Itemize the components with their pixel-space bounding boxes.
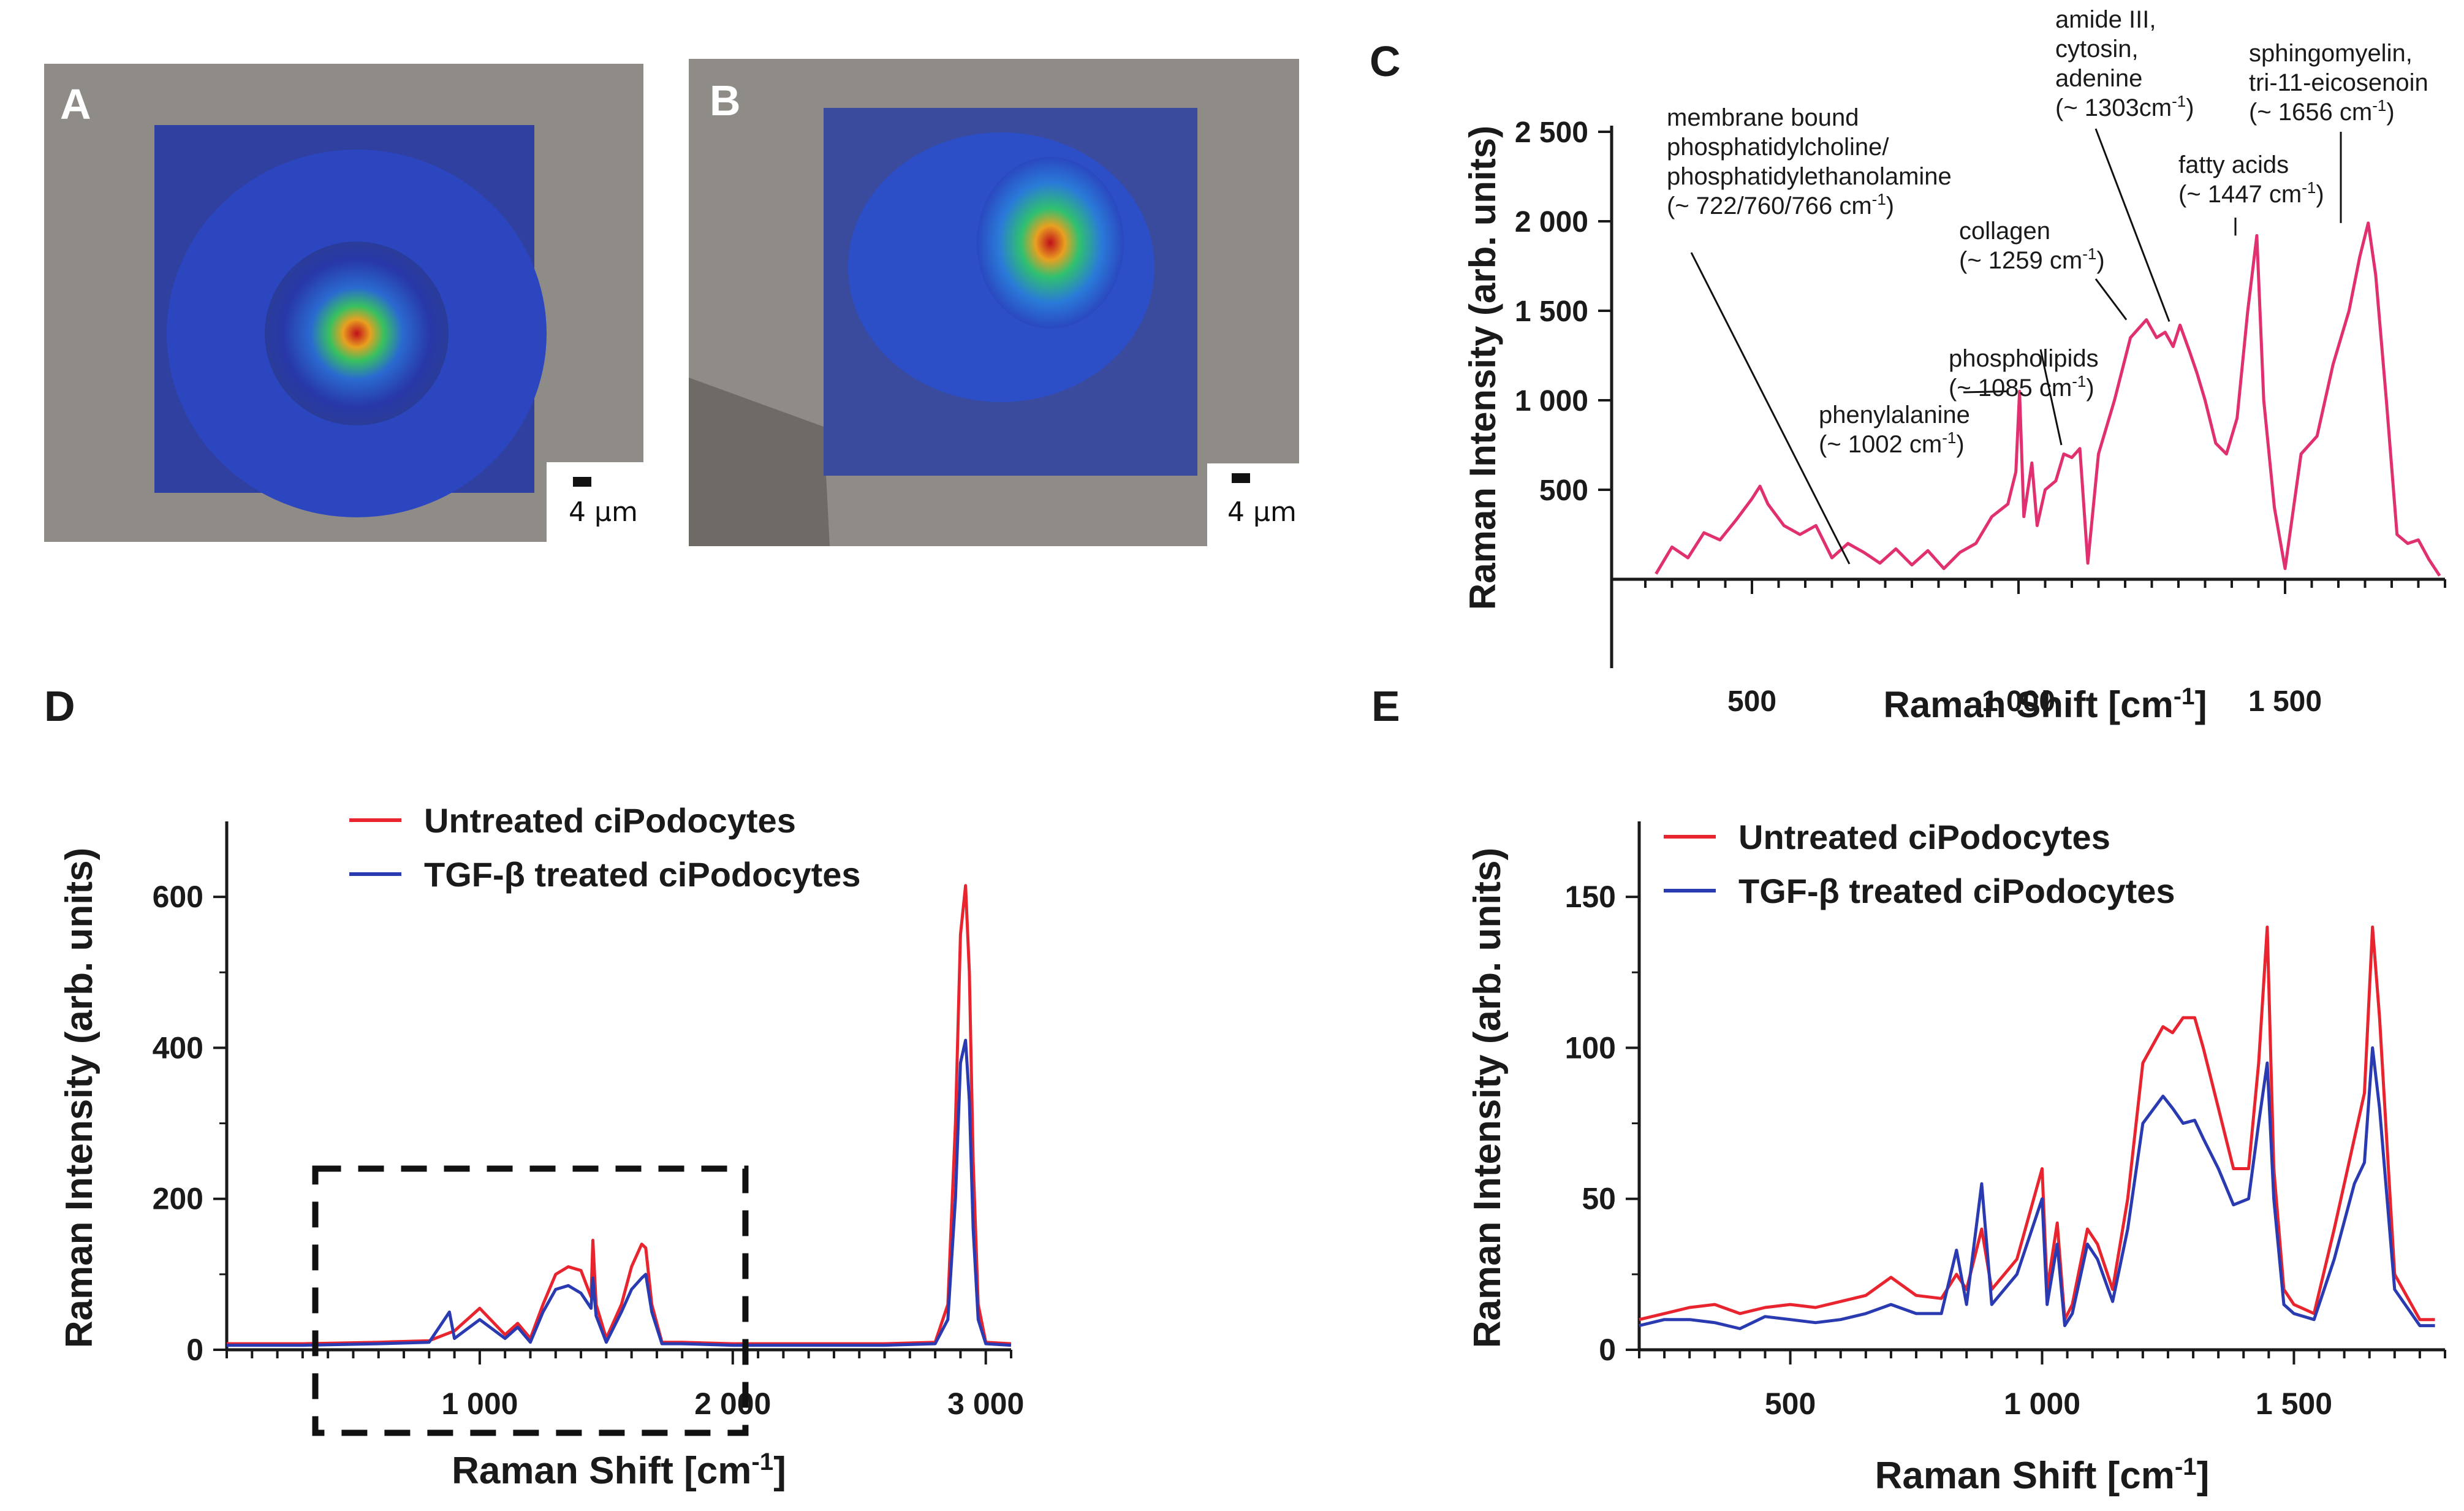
- x-axis-label: Raman Shift [cm-1]: [1875, 1453, 2210, 1498]
- annotation-label: phospholipids: [1949, 345, 2099, 372]
- x-tick-label: 1 500: [2256, 1387, 2332, 1421]
- x-tick-label: 500: [1765, 1387, 1816, 1421]
- y-axis-label: Raman Intensity (arb. units): [1466, 848, 1509, 1348]
- series-line-spectrum: [1655, 221, 2441, 577]
- heatmap-a: [44, 64, 643, 542]
- heatmap-b: [689, 59, 1299, 546]
- x-axis-label: Raman Shift [cm-1]: [452, 1448, 786, 1493]
- x-tick-label: 2 000: [694, 1387, 771, 1421]
- annotation-label: (~ 1656 cm-1): [2249, 96, 2395, 126]
- y-axis-label: Raman Intensity (arb. units): [58, 848, 100, 1348]
- y-tick-label: 0: [1599, 1333, 1616, 1367]
- annotation-label: (~ 722/760/766 cm-1): [1667, 190, 1894, 219]
- y-axis-label: Raman Intensity (arb. units): [1462, 126, 1503, 610]
- annotation-label: collagen: [1959, 218, 2050, 245]
- y-tick-label: 150: [1565, 880, 1616, 914]
- annotation-label: membrane bound: [1667, 104, 1859, 131]
- scalebar-a: [573, 477, 591, 487]
- annotation-label: fatty acids: [2178, 151, 2289, 178]
- y-tick-label: 2 000: [1515, 206, 1588, 238]
- annotation-label: sphingomyelin,: [2249, 40, 2413, 67]
- annotation-leader: [1690, 252, 1851, 565]
- annotation-leader: [2094, 278, 2128, 321]
- y-tick-label: 400: [153, 1030, 203, 1065]
- series-line-untreated-cipodocytes: [227, 884, 1012, 1345]
- x-tick-label: 1 000: [441, 1387, 518, 1421]
- series-line-tgf-treated-cipodocytes: [227, 1038, 1012, 1347]
- y-tick-label: 2 500: [1515, 116, 1588, 149]
- annotation-label: (~ 1002 cm-1): [1819, 428, 1965, 458]
- y-tick-label: 500: [1539, 474, 1588, 507]
- annotation-leader: [1963, 390, 2009, 394]
- annotation-label: (~ 1447 cm-1): [2178, 178, 2324, 208]
- annotation-label: (~ 1085 cm-1): [1949, 372, 2094, 402]
- annotation-label: amide III,: [2055, 6, 2156, 33]
- scale-label-b: 4 µm: [1227, 497, 1297, 528]
- y-tick-label: 200: [153, 1182, 203, 1216]
- y-tick-label: 1 500: [1515, 295, 1588, 328]
- annotation-label: phosphatidylethanolamine: [1667, 163, 1952, 190]
- annotation-label: phosphatidylcholine/: [1667, 134, 1889, 161]
- legend-label: TGF-β treated ciPodocytes: [424, 855, 861, 894]
- y-tick-label: 600: [153, 880, 203, 914]
- x-axis-label: Raman Shift [cm-1]: [1883, 683, 2207, 726]
- x-tick-label: 500: [1727, 685, 1776, 718]
- y-tick-label: 100: [1565, 1030, 1616, 1065]
- zoom-region-box: [312, 1165, 749, 1436]
- panel-letter-e: E: [1371, 682, 1400, 730]
- annotation-leader: [2094, 128, 2170, 322]
- annotation-label: (~ 1259 cm-1): [1959, 245, 2105, 274]
- series-line-tgf-treated-cipodocytes: [1639, 1046, 2435, 1330]
- y-tick-label: 1 000: [1515, 385, 1588, 417]
- x-tick-label: 1 500: [2248, 685, 2322, 718]
- x-tick-label: 1 000: [2004, 1387, 2080, 1421]
- annotation-label: phenylalanine: [1819, 402, 1970, 428]
- panel-letter-d: D: [44, 682, 75, 730]
- panel-letter-a: A: [60, 80, 91, 128]
- series-line-untreated-cipodocytes: [1639, 925, 2435, 1322]
- micrograph-a: [44, 64, 643, 542]
- x-tick-label: 1 000: [1982, 685, 2055, 718]
- micrograph-b: [689, 59, 1299, 546]
- panel-letter-b: B: [710, 77, 741, 124]
- annotation-label: cytosin,: [2055, 36, 2139, 63]
- legend-label: Untreated ciPodocytes: [1738, 818, 2110, 856]
- annotation-leader: [2039, 349, 2063, 446]
- scale-label-a: 4 µm: [569, 497, 638, 528]
- annotation-label: tri-11-eicosenoin: [2249, 69, 2428, 96]
- y-tick-label: 50: [1582, 1182, 1616, 1216]
- legend-label: Untreated ciPodocytes: [424, 801, 796, 840]
- legend-label: TGF-β treated ciPodocytes: [1738, 872, 2175, 910]
- scalebar-b: [1232, 473, 1250, 483]
- annotation-label: adenine: [2055, 65, 2142, 92]
- x-tick-label: 3 000: [947, 1387, 1024, 1421]
- panel-letter-c: C: [1370, 37, 1401, 85]
- y-tick-label: 0: [186, 1333, 203, 1367]
- annotation-label: (~ 1303cm-1): [2055, 92, 2194, 121]
